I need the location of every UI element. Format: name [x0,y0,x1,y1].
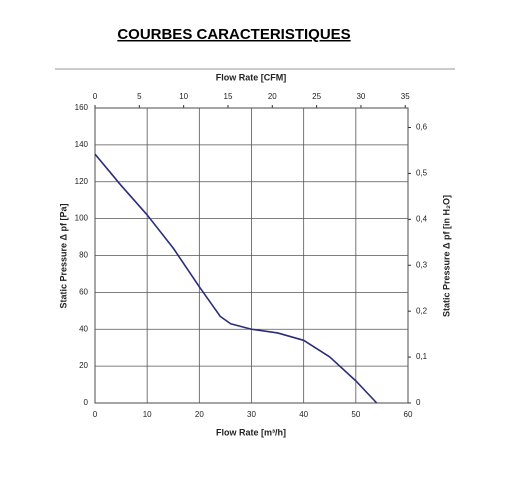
y2-axis-label: Static Pressure Δ pf [in H₂O] [441,195,451,317]
x-tick-label: 40 [299,410,308,419]
x2-tick-label: 25 [312,92,321,101]
x2-axis-label: Flow Rate [CFM] [216,72,287,82]
y-axis-label: Static Pressure Δ pf [Pa] [58,203,68,308]
x2-tick-label: 0 [93,92,98,101]
y2-tick-label: 0,1 [416,352,428,361]
x-tick-label: 0 [93,410,98,419]
y-tick-label: 140 [75,140,89,149]
curve [94,153,378,404]
y-tick-label: 160 [75,103,89,112]
x2-tick-label: 5 [137,92,142,101]
y2-tick-label: 0 [416,398,421,407]
x-tick-label: 20 [195,410,204,419]
y-tick-label: 120 [75,177,89,186]
x2-tick-label: 15 [224,92,233,101]
y-tick-label: 80 [79,251,88,260]
x-axis-label: Flow Rate [m³/h] [216,427,286,437]
x-tick-label: 30 [247,410,256,419]
y-tick-label: 0 [84,398,89,407]
y-tick-label: 20 [79,361,88,370]
x2-tick-label: 30 [356,92,365,101]
x-tick-label: 10 [143,410,152,419]
x-tick-label: 60 [404,410,413,419]
x2-tick-label: 10 [179,92,188,101]
chart-title: COURBES CARACTERISTIQUES [117,26,350,43]
x2-tick-label: 35 [401,92,410,101]
y2-tick-label: 0,5 [416,169,428,178]
y2-tick-label: 0,6 [416,123,428,132]
y2-tick-label: 0,3 [416,260,428,269]
y-tick-label: 100 [75,214,89,223]
y-tick-label: 40 [79,324,88,333]
y2-tick-label: 0,2 [416,306,428,315]
x2-tick-label: 20 [268,92,277,101]
x-tick-label: 50 [351,410,360,419]
y2-tick-label: 0,4 [416,214,428,223]
y-tick-label: 60 [79,287,88,296]
